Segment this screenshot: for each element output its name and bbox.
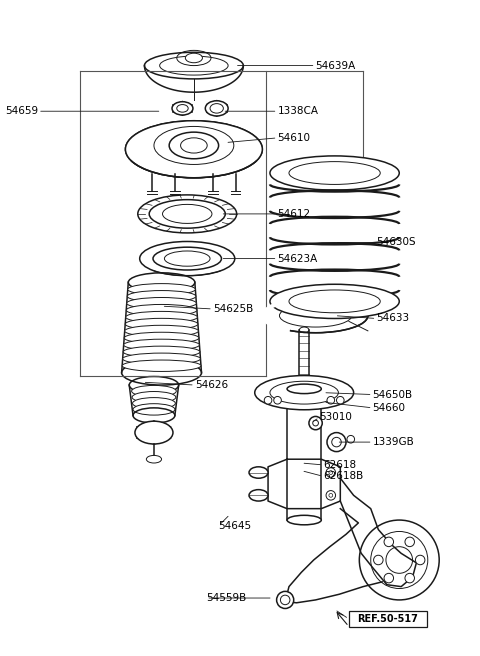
Circle shape — [326, 491, 336, 500]
Text: REF.50-517: REF.50-517 — [358, 614, 418, 624]
Text: 54623A: 54623A — [277, 254, 318, 264]
Ellipse shape — [124, 332, 199, 344]
Text: 1338CA: 1338CA — [277, 106, 319, 116]
Circle shape — [415, 555, 425, 565]
Circle shape — [405, 537, 414, 546]
Text: 54630S: 54630S — [376, 237, 416, 247]
Text: 54612: 54612 — [277, 209, 311, 219]
Ellipse shape — [123, 346, 200, 358]
Circle shape — [327, 432, 346, 451]
Text: 62618: 62618 — [323, 460, 356, 470]
Ellipse shape — [287, 384, 321, 394]
Ellipse shape — [133, 403, 175, 415]
Ellipse shape — [138, 195, 237, 233]
Ellipse shape — [270, 284, 399, 319]
Circle shape — [309, 417, 322, 430]
Ellipse shape — [132, 392, 176, 403]
Ellipse shape — [122, 360, 201, 371]
Circle shape — [274, 396, 281, 404]
Ellipse shape — [249, 467, 268, 478]
Ellipse shape — [125, 318, 198, 330]
Ellipse shape — [125, 121, 263, 178]
Ellipse shape — [124, 339, 200, 350]
Ellipse shape — [127, 298, 196, 309]
Circle shape — [276, 591, 294, 609]
Ellipse shape — [264, 298, 368, 333]
Text: 54639A: 54639A — [315, 60, 356, 71]
Ellipse shape — [132, 398, 175, 409]
Ellipse shape — [126, 312, 197, 323]
Text: 54659: 54659 — [5, 106, 38, 116]
Ellipse shape — [270, 156, 399, 190]
Ellipse shape — [287, 516, 321, 525]
Circle shape — [326, 468, 336, 478]
Ellipse shape — [127, 291, 196, 302]
Ellipse shape — [135, 421, 173, 444]
Ellipse shape — [125, 121, 263, 178]
Ellipse shape — [205, 101, 228, 116]
Ellipse shape — [132, 386, 176, 397]
Text: 54610: 54610 — [277, 133, 311, 143]
Ellipse shape — [172, 102, 193, 115]
Circle shape — [264, 396, 272, 404]
Ellipse shape — [125, 325, 198, 337]
Ellipse shape — [128, 283, 195, 295]
Text: 53010: 53010 — [319, 413, 352, 422]
Ellipse shape — [255, 375, 354, 410]
Ellipse shape — [140, 241, 235, 276]
Ellipse shape — [249, 489, 268, 501]
Circle shape — [347, 436, 355, 443]
Circle shape — [336, 396, 344, 404]
Circle shape — [405, 573, 414, 583]
Circle shape — [327, 396, 335, 404]
Text: 54650B: 54650B — [372, 390, 413, 400]
Text: 54559B: 54559B — [206, 593, 247, 603]
Circle shape — [384, 573, 394, 583]
Text: 54633: 54633 — [376, 314, 409, 323]
Text: 62618B: 62618B — [323, 471, 363, 482]
Text: 54626: 54626 — [195, 380, 228, 390]
Ellipse shape — [123, 353, 201, 365]
Text: 54645: 54645 — [218, 521, 252, 531]
Text: 1339GB: 1339GB — [372, 437, 414, 447]
Bar — [349, 611, 427, 626]
Circle shape — [384, 537, 394, 546]
Ellipse shape — [185, 53, 203, 63]
Ellipse shape — [126, 304, 197, 316]
Text: 54625B: 54625B — [213, 304, 253, 314]
Text: 54660: 54660 — [372, 403, 406, 413]
Circle shape — [373, 555, 383, 565]
